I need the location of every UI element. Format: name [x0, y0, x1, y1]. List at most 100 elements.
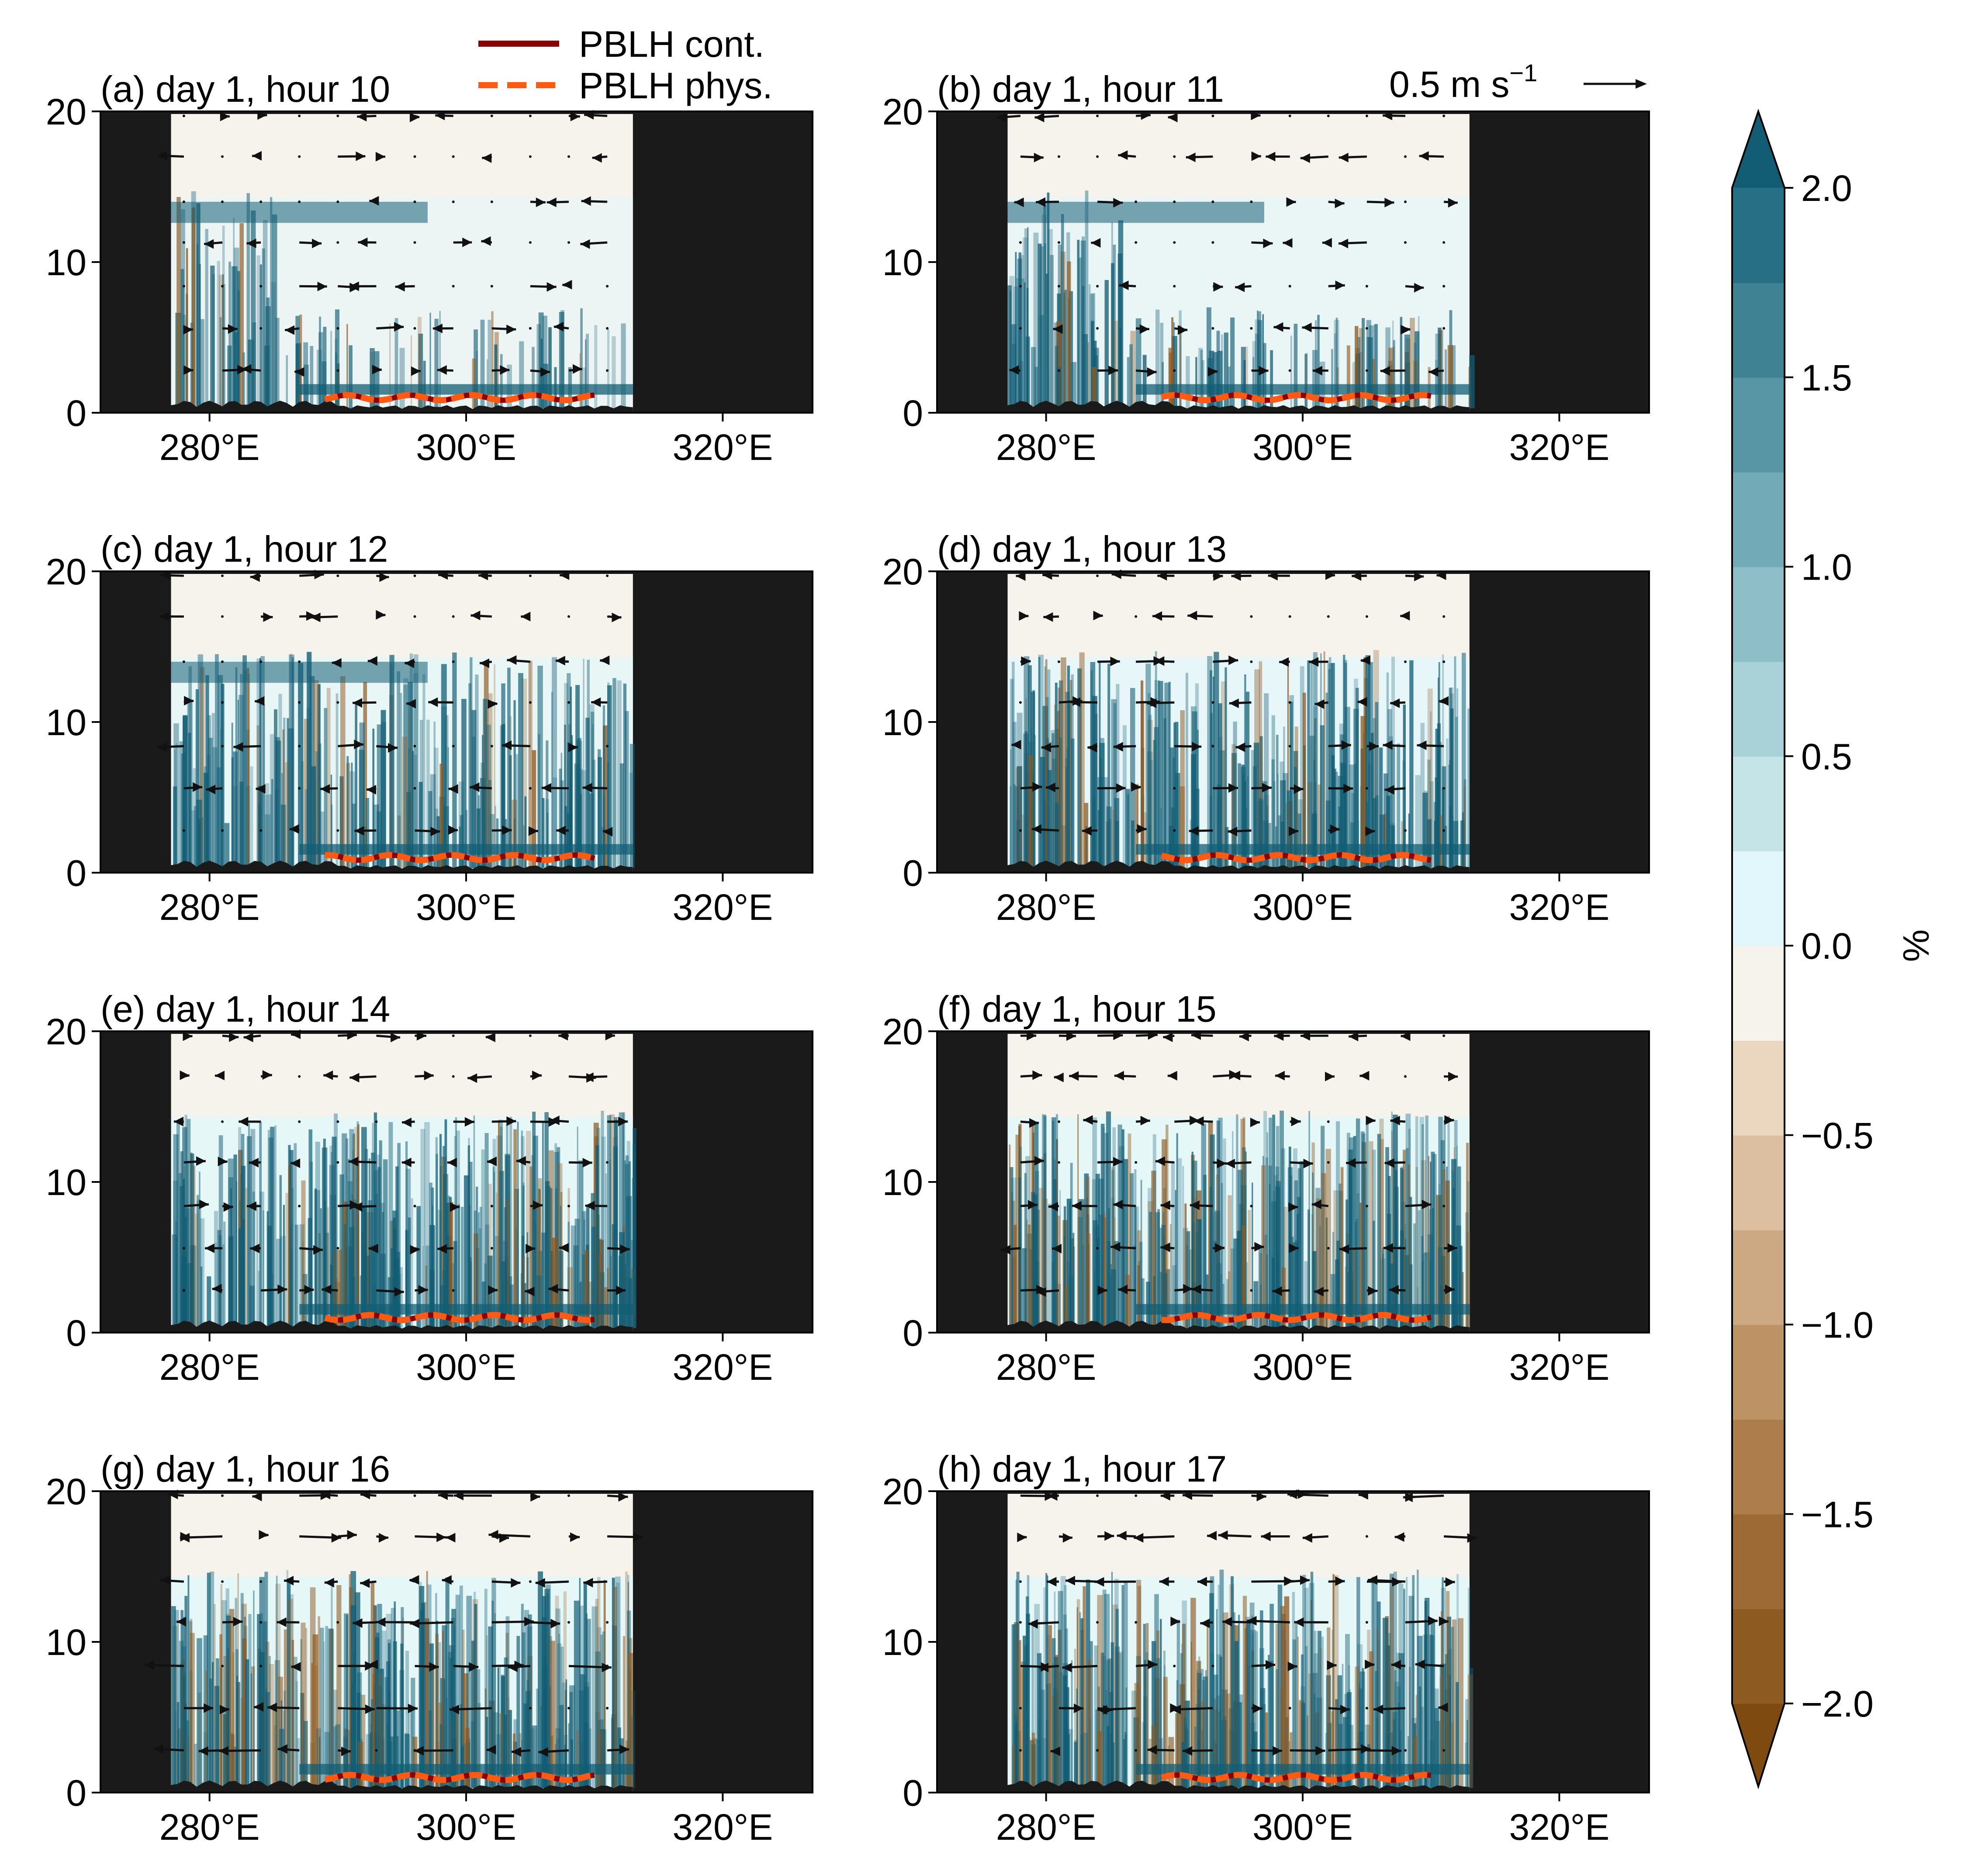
y-tick-label: 10 — [882, 242, 923, 283]
panel-b: 280°E 300°E 320°E 0 10 20 (b) day 1, hour 11 — [882, 69, 1650, 468]
x-tick-label: 320°E — [673, 1807, 773, 1848]
y-tick-label: 10 — [882, 1622, 923, 1663]
y-tick-label: 20 — [882, 91, 923, 132]
x-tick-label: 280°E — [159, 887, 260, 928]
colorbar-swatch — [1732, 1419, 1785, 1515]
y-tick-label: 20 — [46, 551, 86, 592]
y-tick-label: 10 — [882, 702, 923, 743]
y-tick-label: 20 — [46, 91, 86, 132]
panel-a: 280°E 300°E 320°E 0 10 20 (a) day 1, hour 10 — [46, 69, 813, 468]
terrain — [171, 1780, 633, 1793]
perturbation-field — [1007, 1110, 1470, 1330]
perturbation-field — [171, 191, 633, 410]
panel-title: (e) day 1, hour 14 — [100, 988, 390, 1030]
colorbar-swatch — [1732, 756, 1785, 852]
y-tick-label: 0 — [903, 1772, 923, 1814]
colorbar-swatch — [1732, 472, 1785, 567]
wind-vectors — [1000, 1030, 1458, 1297]
y-tick-label: 10 — [46, 702, 86, 743]
colorbar-swatch — [1732, 282, 1785, 378]
x-tick-label: 300°E — [1252, 1347, 1353, 1388]
panel-title: (f) day 1, hour 15 — [937, 988, 1217, 1030]
x-tick-label: 320°E — [1509, 887, 1610, 928]
y-tick-label: 10 — [46, 242, 86, 283]
colorbar-label: % — [1895, 929, 1937, 962]
y-tick-label: 0 — [903, 393, 923, 434]
x-tick-label: 300°E — [1252, 887, 1353, 928]
legend: PBLH cont.PBLH phys. — [478, 24, 773, 106]
colorbar-tick-label: −1.5 — [1801, 1494, 1874, 1535]
x-tick-label: 300°E — [416, 427, 516, 468]
x-tick-label: 320°E — [1509, 1807, 1610, 1848]
x-tick-label: 280°E — [996, 1807, 1096, 1848]
perturbation-field — [1007, 650, 1470, 870]
pblh-phys-line — [324, 1772, 595, 1783]
panel-d: 280°E 300°E 320°E 0 10 20 (d) day 1, hour 13 — [882, 529, 1650, 928]
terrain — [1007, 1320, 1470, 1333]
y-tick-label: 10 — [46, 1162, 86, 1203]
terrain — [1007, 401, 1470, 413]
x-tick-label: 320°E — [1509, 427, 1610, 468]
terrain — [1007, 860, 1470, 873]
x-tick-label: 280°E — [996, 887, 1096, 928]
x-tick-label: 300°E — [416, 1807, 516, 1848]
panel-title: (a) day 1, hour 10 — [100, 69, 390, 110]
colorbar-swatch — [1732, 1324, 1785, 1420]
pblh-phys-line — [324, 392, 595, 404]
y-tick-label: 20 — [882, 1471, 923, 1512]
y-tick-label: 0 — [903, 853, 923, 894]
panel-title: (b) day 1, hour 11 — [937, 69, 1224, 110]
x-tick-label: 280°E — [159, 1347, 260, 1388]
colorbar-tick-label: −0.5 — [1801, 1115, 1874, 1156]
perturbation-field — [171, 1110, 636, 1330]
colorbar-swatch — [1732, 567, 1785, 662]
y-tick-label: 0 — [903, 1313, 923, 1354]
panel-c: 280°E 300°E 320°E 0 10 20 (c) day 1, hour 12 — [46, 529, 813, 928]
wind-vectors — [1011, 569, 1449, 836]
pblh-phys-line — [1161, 392, 1432, 404]
y-tick-label: 10 — [46, 1622, 86, 1663]
colorbar-swatch — [1732, 1514, 1785, 1610]
pblh-phys-line — [1161, 1772, 1432, 1783]
x-tick-label: 300°E — [416, 887, 516, 928]
panel-g: 280°E 300°E 320°E 0 10 20 (g) day 1, hour 16 — [46, 1448, 813, 1848]
panel-title: (g) day 1, hour 16 — [100, 1448, 390, 1489]
colorbar-tick-label: 2.0 — [1801, 168, 1852, 209]
colorbar: 2.0 1.5 1.0 0.5 0.0 −0.5 −1.0 −1.5 −2.0% — [1731, 108, 1937, 1790]
panel-title: (c) day 1, hour 12 — [100, 529, 388, 570]
panel-h: 280°E 300°E 320°E 0 10 20 (h) day 1, hour 17 — [882, 1448, 1650, 1848]
colorbar-swatch — [1732, 377, 1785, 473]
colorbar-tick-label: −2.0 — [1801, 1683, 1874, 1724]
y-tick-label: 20 — [882, 551, 923, 592]
panel-title: (h) day 1, hour 17 — [937, 1448, 1227, 1489]
panel-e: 280°E 300°E 320°E 0 10 20 (e) day 1, hour 14 — [46, 988, 813, 1388]
pblh-phys-line — [325, 852, 595, 864]
terrain — [1007, 1780, 1470, 1793]
y-tick-label: 20 — [46, 1471, 86, 1512]
colorbar-tick-label: 0.0 — [1801, 926, 1852, 967]
wind-vectors — [996, 110, 1458, 377]
wind-vectors — [157, 570, 622, 837]
x-tick-label: 320°E — [673, 1347, 773, 1388]
colorbar-swatch — [1732, 851, 1785, 946]
x-tick-label: 320°E — [673, 887, 773, 928]
wind-vectors — [157, 110, 609, 377]
colorbar-swatch — [1732, 1135, 1785, 1230]
panel-f: 280°E 300°E 320°E 0 10 20 (f) day 1, hour 15 — [882, 988, 1650, 1388]
y-tick-label: 20 — [46, 1011, 86, 1052]
x-tick-label: 280°E — [996, 427, 1096, 468]
colorbar-swatch — [1732, 1040, 1785, 1136]
perturbation-field — [1007, 1569, 1473, 1790]
panels: 280°E 300°E 320°E 0 10 20 (a) day 1, hour 10 28… — [46, 69, 1650, 1848]
colorbar-fill — [1732, 111, 1785, 1786]
x-tick-label: 320°E — [673, 427, 773, 468]
quiver-key: 0.5 m s−1 — [1389, 59, 1647, 105]
colorbar-swatch — [1732, 661, 1785, 757]
wind-vectors — [144, 1489, 643, 1757]
colorbar-swatch — [1732, 946, 1785, 1041]
colorbar-swatch — [1732, 1230, 1785, 1325]
pblh-phys-line — [1161, 852, 1432, 864]
y-tick-label: 20 — [882, 1011, 923, 1052]
pblh-phys-line — [1161, 1312, 1432, 1323]
